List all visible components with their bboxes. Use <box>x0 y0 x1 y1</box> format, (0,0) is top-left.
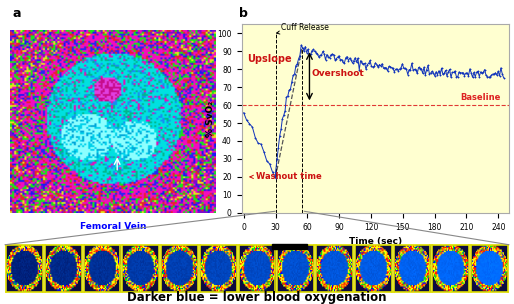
Text: Darker blue = lower blood oxygenation: Darker blue = lower blood oxygenation <box>127 291 387 304</box>
Text: Cuff Release: Cuff Release <box>277 23 328 34</box>
Title: Phase Difference: Phase Difference <box>66 20 160 29</box>
Text: Washout time: Washout time <box>250 172 322 181</box>
Text: Baseline: Baseline <box>460 93 500 102</box>
Text: Upslope: Upslope <box>247 54 291 64</box>
Text: Femoral Vein: Femoral Vein <box>80 222 146 231</box>
FancyBboxPatch shape <box>272 244 307 249</box>
Text: Overshoot: Overshoot <box>311 69 364 78</box>
X-axis label: Time (sec): Time (sec) <box>348 237 402 246</box>
Text: b: b <box>239 7 248 20</box>
Text: a: a <box>13 7 22 20</box>
Y-axis label: % SvO₂: % SvO₂ <box>206 100 215 137</box>
